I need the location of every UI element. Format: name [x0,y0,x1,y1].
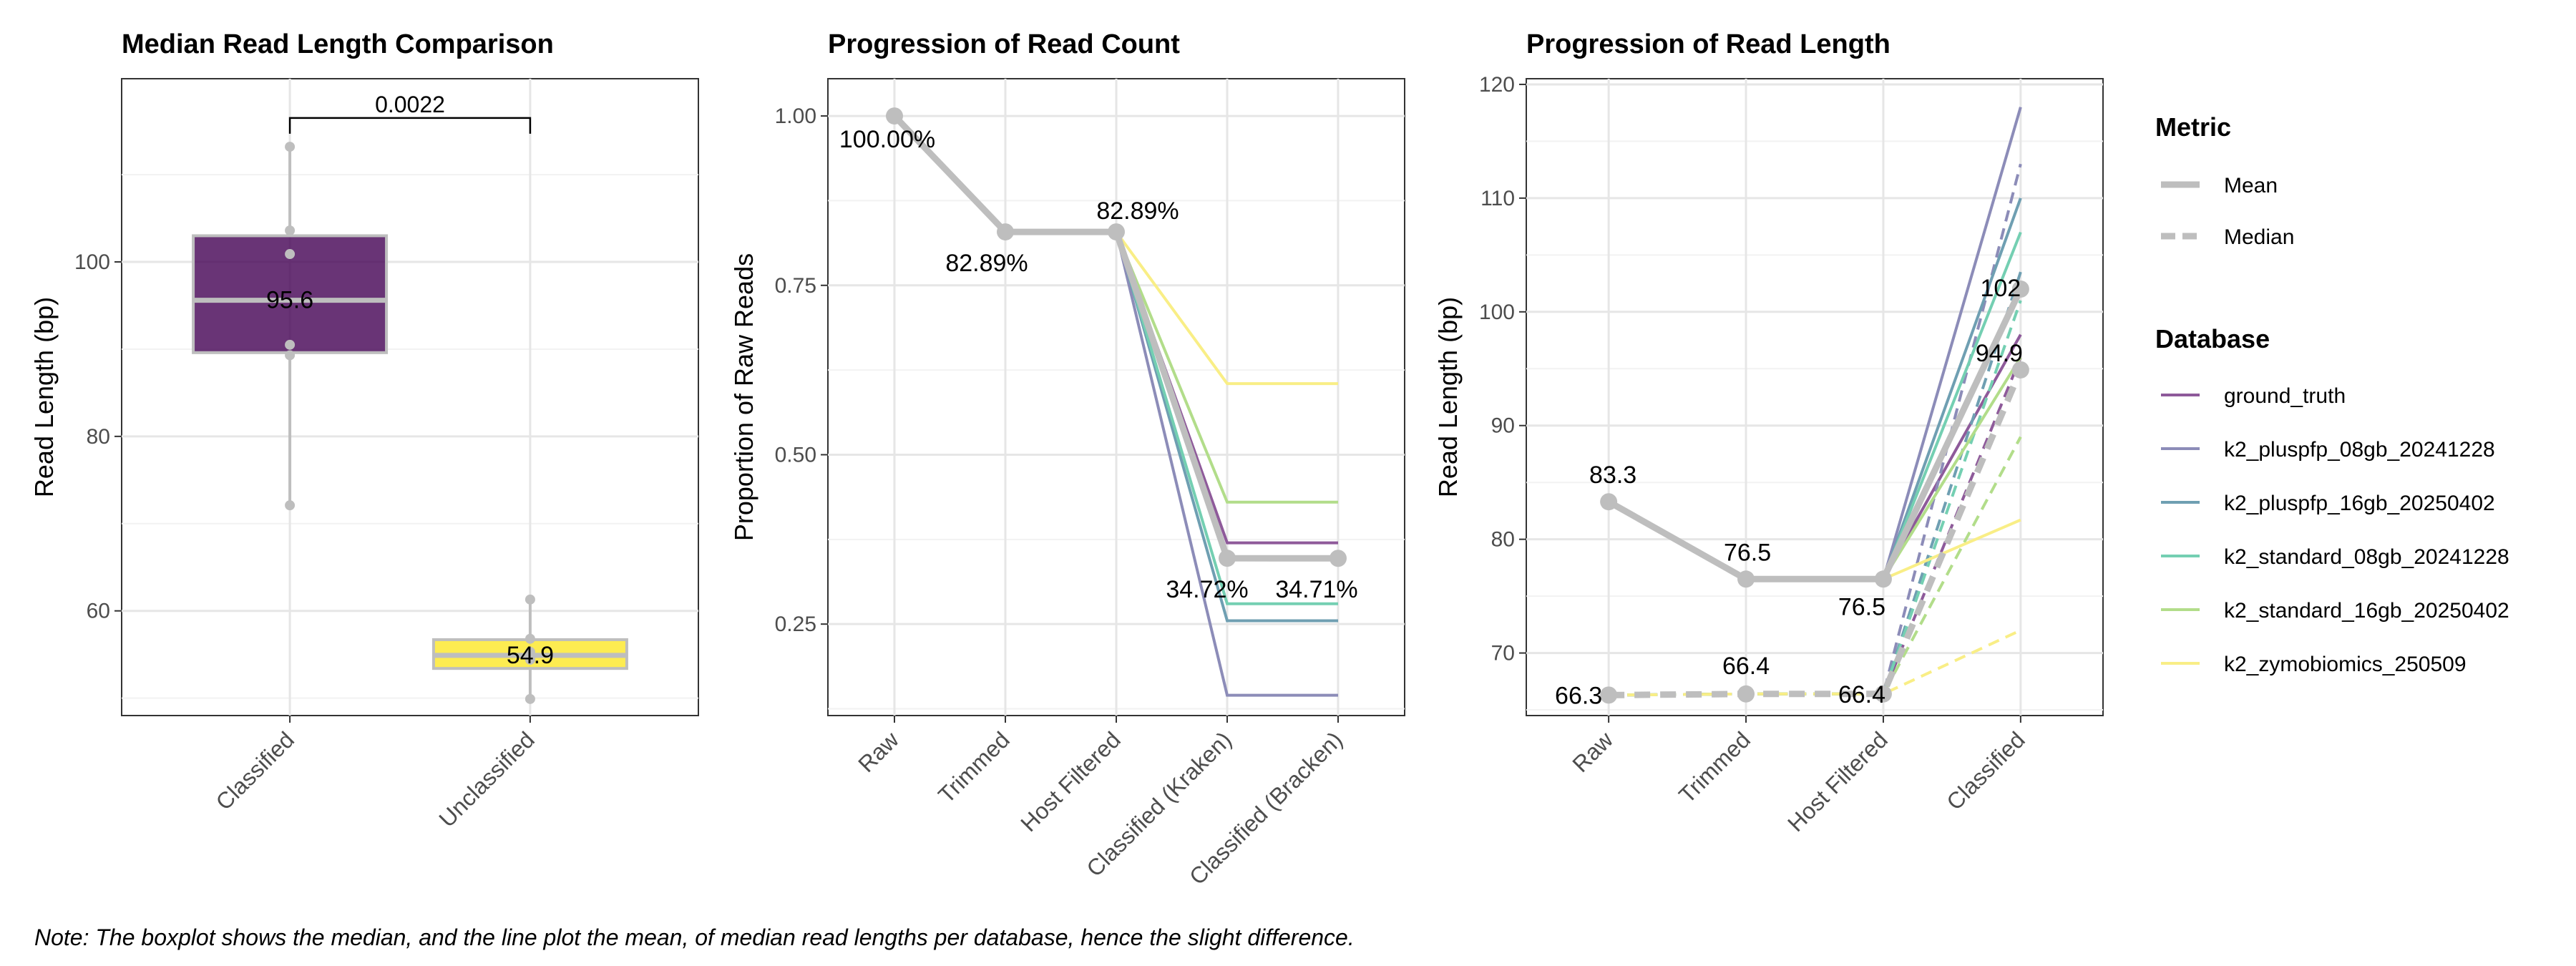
y-tick-label: 1.00 [775,104,816,128]
legend-metric-label: Mean [2224,174,2278,197]
box-data-point [285,225,296,236]
x-tick-label: Host Filtered [1015,726,1126,836]
legend-metric-title: Metric [2155,112,2231,142]
box-median-label: 95.6 [266,287,313,314]
box-median-label: 54.9 [507,642,554,669]
median-point [1737,685,1755,703]
box-data-point [525,633,535,644]
mean-value-label: 34.71% [1275,576,1357,603]
read-count-title: Progression of Read Count [828,29,1180,59]
x-tick-label: Trimmed [933,726,1015,808]
box-data-point [525,647,535,657]
legend-database-title: Database [2155,324,2270,353]
box-data-point [525,654,535,665]
y-tick-label: 0.50 [775,443,816,467]
mean-value-label: 83.3 [1589,462,1636,489]
median-point [2011,361,2029,379]
mean-point [1108,223,1125,241]
box-data-point [285,142,296,152]
median-value-label: 66.4 [1722,653,1770,680]
mean-value-label: 102 [1980,275,2021,302]
read-length-title: Progression of Read Length [1526,29,1890,59]
median-point [1874,685,1892,703]
box-data-point [285,350,296,361]
x-tick-label: Host Filtered [1782,726,1893,836]
mean-value-label: 76.5 [1838,593,1885,620]
x-tick-label: Raw [1567,726,1618,777]
y-tick-label: 0.25 [775,613,816,636]
y-tick-label: 0.75 [775,274,816,298]
mean-point [997,223,1014,241]
median-point [1600,686,1618,704]
read-count-y-axis-label: Proportion of Raw Reads [729,253,758,541]
legend-metric-label: Median [2224,225,2294,249]
x-tick-label: Unclassified [434,726,539,831]
read-length-panel: Progression of Read Length 70 80 90 100 110 1… [1433,29,2104,836]
y-tick-label: 70 [1491,642,1515,665]
read-count-panel: Progression of Read Count 0.25 0.50 0.75 1.… [729,29,1405,889]
y-tick-label: 110 [1480,187,1515,210]
legend-database-label: k2_standard_16gb_20250402 [2224,599,2509,623]
y-tick-label: 80 [87,425,110,449]
y-tick-label: 90 [1491,414,1515,438]
legend: Metric Mean Median Database ground_truthk… [2155,112,2509,676]
legend-database-label: k2_standard_08gb_20241228 [2224,545,2509,569]
y-tick-label: 60 [87,600,110,623]
mean-point [886,107,903,125]
mean-value-label: 100.00% [839,126,935,153]
mean-point [1600,493,1618,511]
legend-database-label: k2_pluspfp_08gb_20241228 [2224,438,2495,462]
legend-database-label: k2_pluspfp_16gb_20250402 [2224,492,2495,515]
boxplot-title: Median Read Length Comparison [122,29,554,59]
significance-label: 0.0022 [375,92,445,117]
significance-bracket [288,117,532,134]
y-tick-label: 100 [74,250,110,274]
read-length-y-axis-label: Read Length (bp) [1433,297,1463,497]
box-data-point [525,693,535,704]
median-value-label: 66.3 [1555,682,1602,709]
y-tick-label: 100 [1479,301,1515,324]
footnote: Note: The boxplot shows the median, and … [34,924,1355,950]
mean-point [1330,550,1347,567]
series-median-line [1609,628,2021,697]
box-data-point [285,249,296,260]
x-tick-label: Classified [1941,726,2030,815]
mean-point [2011,280,2029,298]
median-value-label: 66.4 [1838,681,1885,708]
box-data-point [285,339,296,350]
mean-value-label: 76.5 [1724,539,1771,566]
overall-median-line [1609,369,2024,698]
box-data-point [525,594,535,605]
boxplot-panel: Median Read Length Comparison 60 80 100 Cl… [29,29,699,832]
mean-value-label: 34.72% [1166,576,1248,603]
boxplot-plot-area [121,78,699,716]
mean-point [1219,550,1236,567]
x-tick-label: Trimmed [1674,726,1755,808]
x-tick-label: Raw [853,726,904,777]
y-tick-label: 80 [1491,528,1515,552]
mean-value-label: 82.89% [945,250,1028,277]
legend-database-label: ground_truth [2224,384,2346,408]
legend-database-label: k2_zymobiomics_250509 [2224,653,2467,676]
x-tick-label: Classified [210,726,299,815]
median-value-label: 94.9 [1976,340,2023,367]
mean-point [1874,570,1892,588]
box-data-point [285,500,296,511]
overall-mean-line [1606,288,2024,582]
mean-value-label: 82.89% [1096,197,1179,225]
y-tick-label: 120 [1479,73,1515,97]
mean-point [1737,570,1755,588]
boxplot-y-axis-label: Read Length (bp) [29,297,59,497]
